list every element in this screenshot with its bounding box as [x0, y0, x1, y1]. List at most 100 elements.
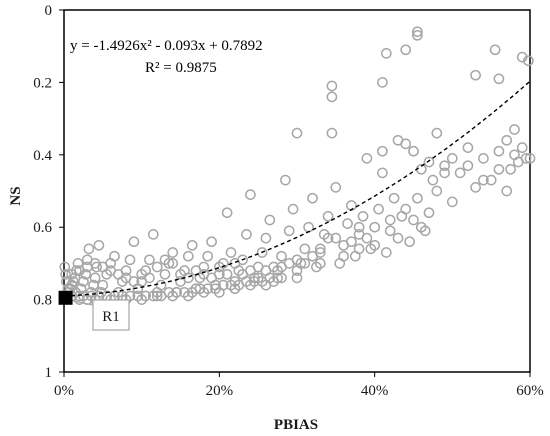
data-point [330, 232, 342, 244]
data-point [439, 167, 450, 179]
data-point [206, 236, 217, 248]
data-point [260, 232, 272, 244]
data-point [516, 51, 528, 63]
data-point [322, 210, 334, 222]
callout-label-r1: R1 [102, 309, 120, 325]
data-point [520, 153, 532, 164]
data-point [493, 145, 505, 157]
y-axis-ticks: 0 0.2 0.4 0.6 0.8 1 [33, 3, 64, 381]
data-points [59, 26, 536, 305]
data-point [369, 239, 381, 251]
data-point [147, 290, 159, 302]
data-point [256, 247, 268, 258]
data-point [291, 265, 303, 276]
data-point [245, 265, 256, 276]
data-point [392, 232, 404, 244]
data-point [314, 243, 326, 255]
data-point [361, 153, 373, 164]
data-point [412, 26, 423, 38]
data-point [217, 279, 229, 291]
data-point [307, 192, 318, 204]
data-point [299, 243, 311, 255]
data-point [287, 203, 299, 215]
data-point [346, 236, 357, 248]
data-point [202, 283, 214, 295]
data-point [109, 250, 120, 262]
data-point [140, 290, 151, 302]
data-point [245, 189, 256, 200]
data-point [392, 134, 404, 146]
data-point [384, 225, 396, 237]
data-point [85, 290, 97, 302]
data-point [330, 182, 342, 193]
data-point [380, 247, 392, 258]
data-point [307, 250, 318, 262]
data-point [147, 229, 159, 240]
data-point [221, 207, 233, 219]
data-point [97, 279, 109, 291]
data-point [171, 287, 182, 298]
data-point [167, 258, 179, 269]
data-point [384, 214, 396, 226]
callout-box-r1 [92, 299, 130, 331]
data-point [524, 153, 536, 164]
data-point [431, 127, 443, 139]
highlight-point-r1 [58, 290, 73, 305]
data-point [377, 167, 388, 179]
data-point [268, 261, 280, 273]
data-point [509, 124, 520, 135]
data-point [446, 153, 458, 164]
data-point [264, 214, 276, 226]
y-tick-label: 0.8 [33, 293, 52, 309]
data-point [93, 239, 105, 251]
data-point [132, 290, 144, 302]
data-point [388, 192, 400, 204]
x-axis-ticks: 0% 20% 40% 60% [54, 372, 544, 399]
data-point [470, 69, 481, 81]
data-point [276, 250, 287, 262]
y-tick-label: 1 [45, 365, 53, 381]
x-tick-label: 40% [361, 383, 389, 399]
data-point [194, 283, 206, 295]
trendline [63, 80, 531, 297]
data-point [431, 185, 443, 197]
callout-leader-line [72, 300, 94, 306]
data-point [380, 48, 392, 59]
data-point [361, 232, 373, 244]
data-point [186, 239, 198, 251]
data-point [299, 258, 311, 269]
data-point [128, 276, 140, 287]
data-point [353, 243, 365, 255]
data-point [423, 207, 435, 219]
data-point [78, 290, 89, 302]
data-point [369, 221, 381, 233]
data-point [470, 182, 481, 193]
data-point [427, 174, 439, 186]
data-point [225, 247, 237, 258]
data-point [408, 145, 419, 157]
data-point [144, 272, 155, 284]
data-point [72, 258, 84, 269]
data-point [516, 142, 528, 153]
data-point [280, 174, 291, 186]
data-point [276, 272, 287, 284]
data-point [346, 200, 357, 211]
y-tick-label: 0.2 [33, 75, 52, 91]
data-point [151, 261, 163, 273]
data-point [342, 218, 353, 229]
data-point [241, 229, 252, 240]
data-point [423, 156, 435, 168]
data-point [493, 163, 505, 175]
data-point [493, 73, 505, 85]
data-point [326, 127, 338, 139]
data-point [462, 142, 474, 153]
y-tick-label: 0.4 [33, 148, 52, 164]
data-point [60, 276, 72, 287]
data-point [75, 283, 87, 295]
data-point [60, 268, 71, 280]
data-point [377, 77, 388, 88]
data-point [202, 250, 214, 262]
x-tick-label: 60% [516, 383, 544, 399]
data-point [225, 279, 237, 291]
